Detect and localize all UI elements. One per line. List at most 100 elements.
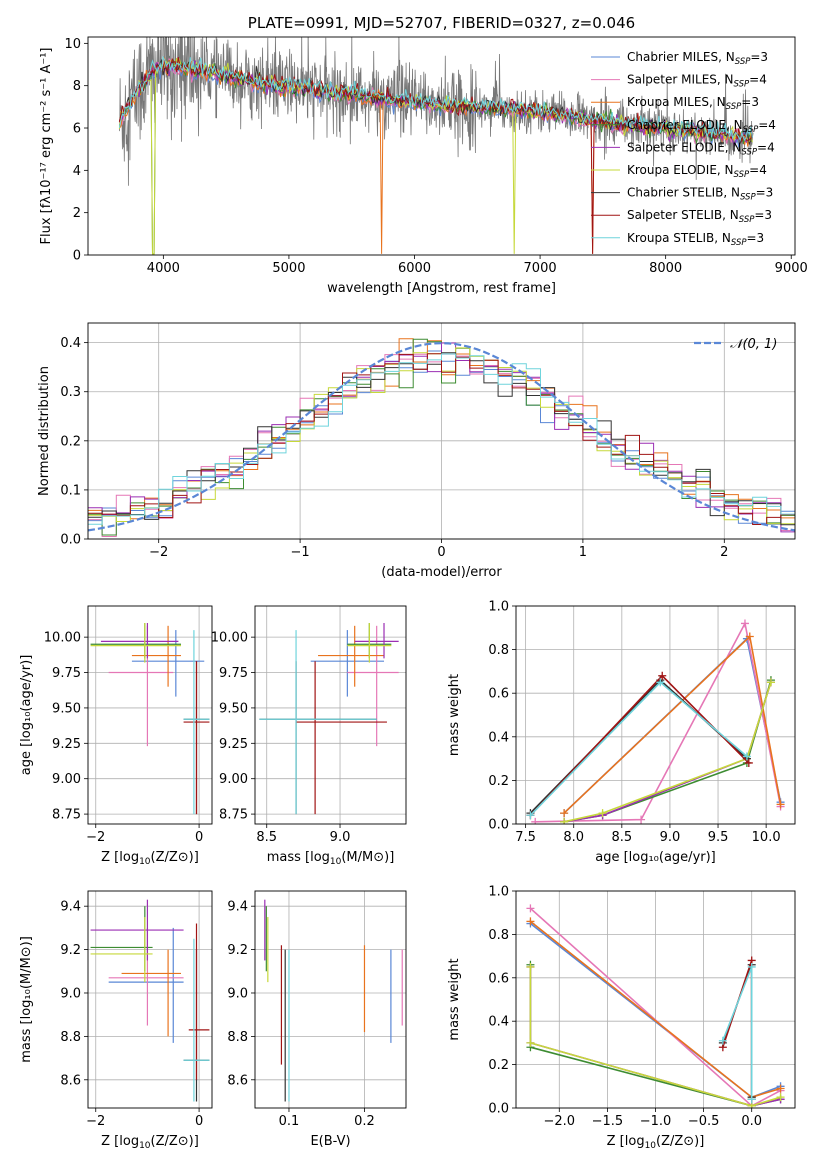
axes-2: −2 −1 0 1 2 0.0 0.1 0.2 0.3 0.4 (data-model)/error…: [37, 322, 796, 580]
legend-sub: SSP: [734, 80, 750, 90]
plot-area: [90, 622, 210, 815]
weight-marker-salpeter_miles: [740, 619, 749, 628]
legend-label: Chabrier ELODIE, NSSP=4: [627, 118, 776, 135]
model-spectrum-salpeter_stelib: [118, 56, 753, 254]
x-axis-label: wavelength [Angstrom, rest frame]: [327, 281, 556, 296]
weight-line-kroupa_elodie: [563, 682, 772, 823]
y-tick-label: 0.0: [488, 1102, 509, 1117]
plot-area: [88, 338, 795, 537]
weight-marker-kroupa_miles: [776, 800, 785, 809]
model-spectrum-chabrier_elodie: [118, 58, 753, 255]
weight-marker-salpeter_stelib: [658, 671, 667, 680]
weight-marker-kroupa_stelib: [742, 752, 751, 761]
weight-marker-kroupa_miles: [526, 917, 535, 926]
axes-4: 8.5 9.0 8.75 9.00 9.25 9.50 9.75 10.00 mass [log…: [211, 605, 407, 867]
axes-3: −2 0 8.75 9.00 9.25 9.50 9.75 10.00 Z [log10(Z/Z…: [19, 605, 213, 867]
axes-6: −2 0 8.6 8.8 9.0 9.2 9.4 Z [log10(Z/Z⊙)] mass [l…: [19, 890, 213, 1151]
x-label-part: mass [log: [267, 850, 330, 865]
legend-text: =3: [756, 186, 774, 200]
x-label-part: Z [log: [101, 1134, 139, 1149]
x-label-part: (M/M⊙)]: [341, 850, 394, 865]
legend-text: Salpeter STELIB, N: [627, 208, 739, 222]
legend-label: Salpeter STELIB, NSSP=3: [627, 208, 772, 225]
legend-text: =4: [749, 163, 767, 177]
legend-text: Kroupa MILES, N: [627, 95, 726, 109]
legend-sub: SSP: [735, 57, 751, 67]
y-tick-label: 4: [73, 164, 81, 179]
x-tick-label: 8.0: [563, 830, 584, 845]
weight-line-kroupa_elodie: [529, 967, 781, 1107]
y-tick-label: 1.0: [488, 600, 509, 615]
legend-label: Kroupa ELODIE, NSSP=4: [627, 163, 767, 180]
legend-sub: SSP: [740, 193, 756, 203]
y-tick-label: 9.4: [60, 900, 81, 915]
normal-curve: [88, 342, 795, 532]
model-spectrum-kroupa_miles: [118, 57, 753, 254]
y-tick-label: 2: [73, 206, 81, 221]
legend-text: Salpeter ELODIE, N: [627, 140, 741, 154]
legend-label: 𝒩(0, 1): [730, 337, 777, 352]
y-tick-label: 9.25: [219, 737, 248, 752]
y-tick-label: 9.75: [219, 666, 248, 681]
weight-marker-kroupa_elodie: [526, 1038, 535, 1047]
x-tick-label: 0: [195, 830, 203, 845]
y-tick-label: 8.75: [219, 808, 248, 823]
plot-area: [264, 899, 403, 1102]
x-tick-label: 8000: [649, 261, 682, 276]
x-tick-label: 7000: [524, 261, 557, 276]
x-tick-label: 0: [437, 545, 445, 560]
y-tick-label: 0.2: [488, 1058, 509, 1073]
y-tick-label: 0.2: [488, 774, 509, 789]
weight-marker-kroupa_stelib: [526, 811, 535, 820]
x-tick-label: −2.0: [544, 1114, 576, 1129]
axes-1: 4000 5000 6000 7000 8000 9000 0 2 4 6 8 10 wavelengt…: [39, 36, 808, 296]
weight-marker-kroupa_stelib: [656, 678, 665, 687]
legend-text: Kroupa ELODIE, N: [627, 163, 734, 177]
x-axis-label: Z [log10(Z/Z⊙)]: [607, 1134, 705, 1151]
x-label-sub: 10: [139, 1141, 151, 1151]
x-tick-label: −1: [291, 545, 310, 560]
y-tick-label: 8.6: [60, 1073, 81, 1088]
weight-marker-kroupa_elodie: [526, 962, 535, 971]
x-tick-label: 4000: [147, 261, 180, 276]
y-axis-label: mass [log₁₀(M/M⊙)]: [19, 936, 34, 1063]
weight-marker-salpeter_miles: [637, 815, 646, 824]
x-tick-label: 1: [579, 545, 587, 560]
axes-frame: [254, 890, 407, 1109]
legend-text: =3: [750, 50, 768, 64]
x-label-part: Z [log: [101, 850, 139, 865]
weight-marker-salpeter_stelib: [744, 758, 753, 767]
legend-text: =4: [757, 140, 775, 154]
x-label-sub: 10: [330, 857, 342, 867]
y-tick-label: 0: [73, 249, 81, 264]
y-tick-label: 9.4: [227, 900, 248, 915]
x-label-part: (Z/Z⊙)]: [151, 850, 199, 865]
histogram-salpeter_stelib: [88, 353, 795, 525]
y-tick-label: 0.8: [488, 928, 509, 943]
x-tick-label: 9.0: [330, 830, 351, 845]
axes-5: 7.5 8.0 8.5 9.0 9.5 10.0 0.0 0.2 0.4 0.6 0.8 1.0 age…: [447, 600, 796, 865]
axes-frame: [87, 890, 213, 1109]
y-tick-label: 0.8: [488, 643, 509, 658]
y-tick-label: 9.50: [219, 701, 248, 716]
legend-label: Salpeter ELODIE, NSSP=4: [627, 140, 775, 157]
x-tick-label: −2: [86, 1114, 105, 1129]
weight-marker-kroupa_miles: [560, 809, 569, 818]
y-axis-label: mass weight: [447, 958, 462, 1040]
x-tick-label: 2: [720, 545, 728, 560]
legend-label: Kroupa STELIB, NSSP=3: [627, 231, 764, 248]
axes-frame: [254, 605, 407, 825]
y-tick-label: 0.2: [60, 434, 81, 449]
weight-marker-kroupa_elodie: [598, 809, 607, 818]
y-tick-label: 0.4: [488, 1015, 509, 1030]
weight-marker-kroupa_stelib: [718, 1036, 727, 1045]
axes-frame: [87, 322, 796, 540]
x-tick-label: 0.0: [741, 1114, 762, 1129]
y-tick-label: 0.3: [60, 385, 81, 400]
weight-marker-kroupa_elodie: [776, 1093, 785, 1102]
y-axis-label: Flux [fλ10⁻¹⁷ erg cm⁻² s⁻¹ A⁻¹]: [39, 48, 54, 245]
y-tick-label: 0.4: [488, 730, 509, 745]
y-tick-label: 9.00: [52, 772, 81, 787]
y-tick-label: 9.75: [52, 666, 81, 681]
y-tick-label: 10: [64, 37, 81, 52]
